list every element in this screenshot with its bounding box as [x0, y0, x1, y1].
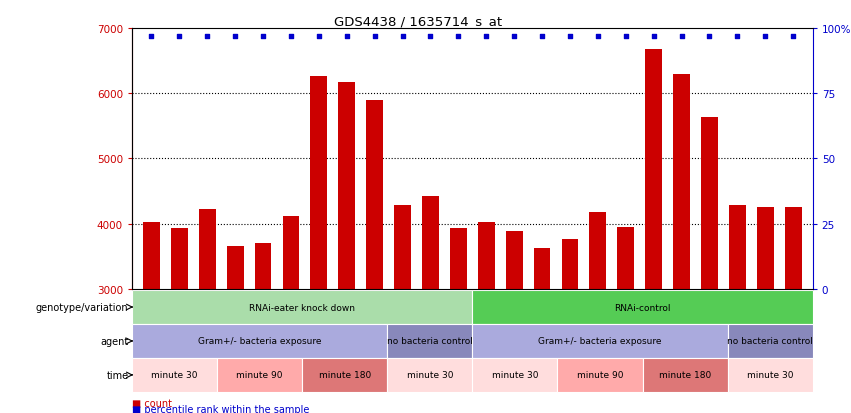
- Text: agent: agent: [100, 336, 129, 346]
- Point: [703, 33, 717, 40]
- Bar: [422, 197, 439, 289]
- Point: [730, 33, 744, 40]
- Text: minute 30: minute 30: [407, 370, 453, 380]
- Bar: [283, 217, 300, 289]
- Bar: [339, 83, 355, 289]
- Point: [256, 33, 270, 40]
- Bar: [450, 228, 466, 289]
- Text: ■ count: ■ count: [132, 398, 172, 408]
- Bar: [785, 208, 802, 289]
- Text: genotype/variation: genotype/variation: [36, 302, 129, 312]
- Text: RNAi-control: RNAi-control: [614, 303, 671, 312]
- Bar: [254, 243, 271, 289]
- Text: Gram+/- bacteria exposure: Gram+/- bacteria exposure: [197, 337, 322, 346]
- Bar: [143, 223, 160, 289]
- Bar: [132, 290, 813, 324]
- Text: minute 180: minute 180: [659, 370, 711, 380]
- Point: [535, 33, 549, 40]
- Bar: [132, 358, 813, 392]
- Bar: [701, 117, 718, 289]
- Point: [507, 33, 521, 40]
- Bar: [505, 231, 523, 289]
- Bar: [387, 324, 472, 358]
- Bar: [472, 324, 728, 358]
- Bar: [132, 324, 813, 358]
- Bar: [132, 324, 387, 358]
- Bar: [217, 358, 302, 392]
- Text: Gram+/- bacteria exposure: Gram+/- bacteria exposure: [538, 337, 662, 346]
- Bar: [226, 246, 243, 289]
- Bar: [311, 76, 328, 289]
- Bar: [757, 207, 774, 289]
- Bar: [617, 227, 634, 289]
- Text: minute 30: minute 30: [151, 370, 197, 380]
- Text: time: time: [106, 370, 129, 380]
- Bar: [673, 75, 690, 289]
- Point: [675, 33, 688, 40]
- Title: GDS4438 / 1635714_s_at: GDS4438 / 1635714_s_at: [334, 15, 502, 28]
- Bar: [729, 206, 745, 289]
- Point: [396, 33, 409, 40]
- Bar: [394, 206, 411, 289]
- Bar: [562, 240, 579, 289]
- Text: no bacteria control: no bacteria control: [387, 337, 472, 346]
- Point: [173, 33, 186, 40]
- Text: minute 90: minute 90: [577, 370, 623, 380]
- Text: minute 30: minute 30: [492, 370, 538, 380]
- Bar: [557, 358, 643, 392]
- Point: [201, 33, 214, 40]
- Text: RNAi-eater knock down: RNAi-eater knock down: [249, 303, 355, 312]
- Bar: [534, 249, 551, 289]
- Point: [424, 33, 437, 40]
- Point: [284, 33, 298, 40]
- Bar: [472, 358, 557, 392]
- Point: [368, 33, 381, 40]
- Point: [479, 33, 493, 40]
- Point: [591, 33, 605, 40]
- Bar: [302, 358, 387, 392]
- Bar: [645, 50, 662, 289]
- Point: [563, 33, 577, 40]
- Bar: [132, 358, 217, 392]
- Point: [786, 33, 800, 40]
- Text: minute 90: minute 90: [237, 370, 283, 380]
- Point: [228, 33, 242, 40]
- Bar: [590, 212, 606, 289]
- Bar: [472, 290, 813, 324]
- Bar: [171, 228, 188, 289]
- Point: [758, 33, 772, 40]
- Text: ■ percentile rank within the sample: ■ percentile rank within the sample: [132, 404, 309, 413]
- Bar: [478, 223, 494, 289]
- Bar: [366, 101, 383, 289]
- Bar: [728, 358, 813, 392]
- Text: no bacteria control: no bacteria control: [728, 337, 813, 346]
- Text: minute 30: minute 30: [747, 370, 793, 380]
- Point: [340, 33, 353, 40]
- Bar: [199, 209, 215, 289]
- Bar: [387, 358, 472, 392]
- Point: [145, 33, 158, 40]
- Text: minute 180: minute 180: [318, 370, 371, 380]
- Point: [452, 33, 465, 40]
- Bar: [132, 290, 472, 324]
- Point: [312, 33, 326, 40]
- Point: [647, 33, 660, 40]
- Bar: [643, 358, 728, 392]
- Point: [619, 33, 632, 40]
- Bar: [728, 324, 813, 358]
